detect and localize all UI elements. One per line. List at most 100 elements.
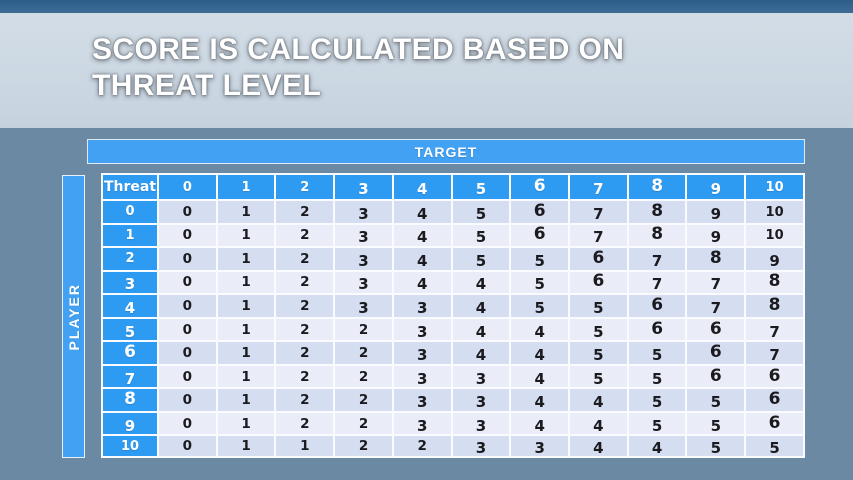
title-band: SCORE IS CALCULATED BASED ON THREAT LEVE…	[0, 13, 853, 128]
score-cell: 6	[511, 224, 569, 247]
player-row-header: 9	[103, 412, 157, 435]
score-cell: 4	[393, 271, 451, 294]
score-cell: 6	[628, 318, 686, 341]
cell-value: 1	[241, 321, 251, 338]
score-cell: 9	[746, 248, 803, 270]
score-cell: 6	[746, 412, 803, 435]
score-cell: 3	[452, 412, 510, 435]
cell-value: 2	[125, 251, 135, 267]
score-cell: 4	[393, 224, 451, 247]
score-cell: 4	[452, 342, 510, 364]
cell-value: 5	[475, 180, 487, 198]
score-cell: 6	[687, 365, 745, 388]
cell-value: 5	[534, 251, 545, 270]
score-cell: 2	[335, 318, 392, 341]
score-cell: 2	[276, 248, 334, 270]
player-axis-bar: PLAYER	[62, 175, 85, 458]
score-cell: 2	[276, 365, 334, 388]
score-cell: 0	[159, 295, 216, 317]
cell-value: 7	[651, 251, 663, 270]
score-cell: 6	[511, 201, 569, 223]
score-cell: 2	[276, 412, 334, 435]
cell-value: 5	[534, 275, 545, 294]
cell-value: 5	[593, 322, 604, 341]
cell-value: 6	[768, 389, 781, 410]
score-cell: 4	[511, 342, 569, 364]
cell-value: 2	[300, 392, 310, 409]
score-cell: 1	[217, 224, 275, 247]
player-row-header: 8	[103, 389, 157, 411]
score-cell: 2	[335, 412, 392, 435]
cell-value: 4	[534, 322, 545, 341]
cell-value: 5	[593, 369, 604, 388]
cell-value: 1	[241, 345, 251, 362]
score-cell: 6	[570, 271, 627, 294]
cell-value: 5	[475, 204, 487, 223]
cell-value: 5	[651, 416, 663, 435]
cell-value: 3	[358, 298, 369, 317]
score-cell: 8	[628, 201, 686, 223]
cell-value: 9	[710, 204, 722, 223]
cell-value: 10	[120, 438, 140, 454]
score-cell: 5	[452, 201, 510, 223]
cell-value: 1	[125, 227, 135, 243]
cell-value: 2	[300, 274, 310, 291]
score-row: 1 0 1 2 3 4 5 6 7 8 9 10	[103, 224, 803, 247]
score-cell: 3	[393, 389, 451, 411]
score-cell: 2	[276, 295, 334, 317]
score-cell: 5	[511, 248, 569, 270]
cell-value: 2	[300, 203, 310, 220]
cell-value: 5	[651, 393, 663, 411]
cell-value: 5	[124, 322, 136, 341]
score-cell: 2	[335, 365, 392, 388]
cell-value: 8	[709, 248, 722, 268]
cell-value: 10	[765, 228, 784, 244]
score-cell: 9	[687, 224, 745, 247]
score-cell: 5	[570, 342, 627, 364]
score-cell: 2	[276, 224, 334, 247]
cell-value: 1	[300, 438, 310, 455]
cell-value: 3	[475, 393, 487, 411]
cell-value: 4	[124, 298, 136, 317]
cell-value: 6	[533, 201, 546, 221]
score-cell: 4	[452, 318, 510, 341]
cell-value: 9	[124, 416, 136, 435]
target-col-header: 6	[511, 175, 569, 199]
cell-value: 1	[241, 297, 251, 314]
score-cell: 7	[687, 295, 745, 317]
cell-value: 7	[769, 346, 780, 364]
score-cell: 1	[217, 412, 275, 435]
score-table: Threat 0 1 2 3 4 5 6 7 8 9 10 0 0 1 2 3 4 5 6 7 8 9 10 1 0 1 2 3 4 5 6…	[101, 173, 805, 458]
cell-value: 4	[417, 251, 428, 270]
cell-value: 3	[358, 180, 369, 198]
cell-value: 9	[710, 228, 722, 247]
cell-value: 3	[475, 369, 487, 388]
score-cell: 5	[628, 365, 686, 388]
player-row-header: 10	[103, 436, 157, 456]
cell-value: 7	[124, 369, 136, 388]
cell-value: 7	[593, 204, 604, 223]
cell-value: 0	[182, 415, 193, 432]
table-head: Threat 0 1 2 3 4 5 6 7 8 9 10	[103, 175, 803, 199]
score-cell: 7	[628, 271, 686, 294]
cell-value: 1	[241, 392, 251, 409]
score-cell: 2	[335, 389, 392, 411]
cell-value: 2	[358, 345, 369, 362]
cell-value: 4	[593, 393, 604, 411]
cell-value: 8	[768, 295, 781, 315]
header-row: Threat 0 1 2 3 4 5 6 7 8 9 10	[103, 175, 803, 199]
score-row: 8 0 1 2 2 3 3 4 4 5 5 6	[103, 389, 803, 411]
cell-value: 2	[358, 392, 369, 409]
cell-value: 4	[593, 439, 604, 456]
score-cell: 8	[687, 248, 745, 270]
score-cell: 2	[335, 342, 392, 364]
score-cell: 7	[746, 318, 803, 341]
cell-value: 1	[241, 227, 251, 244]
cell-value: 3	[417, 298, 428, 317]
cell-value: 10	[765, 204, 784, 220]
score-cell: 8	[746, 271, 803, 294]
score-cell: 4	[452, 295, 510, 317]
cell-value: 0	[182, 250, 193, 267]
score-cell: 3	[452, 389, 510, 411]
cell-value: 8	[124, 389, 136, 410]
